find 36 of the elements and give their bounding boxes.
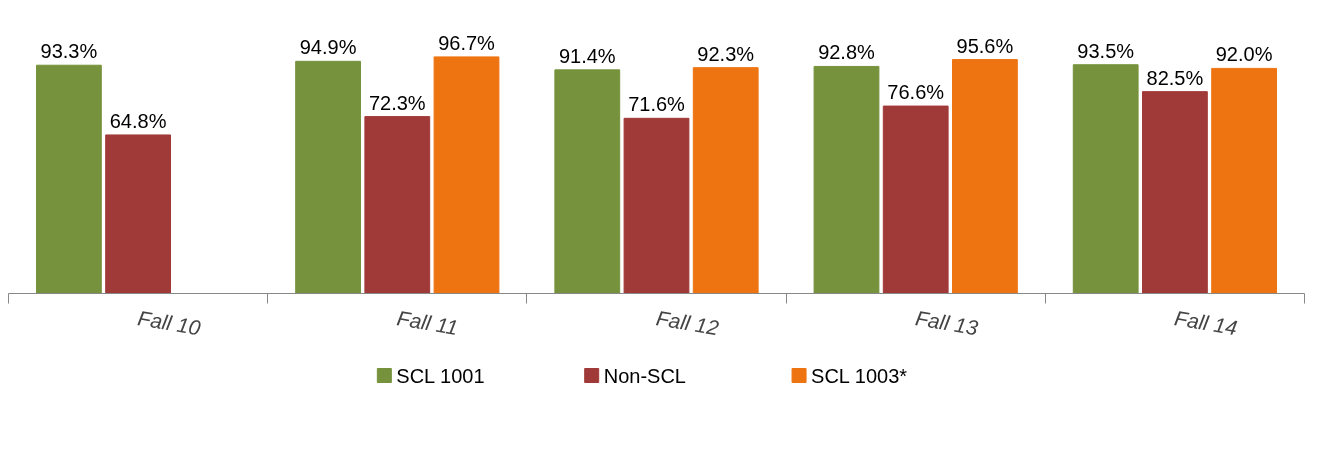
data-label: 94.9% <box>299 36 357 59</box>
data-label: 95.6% <box>956 34 1014 57</box>
bar <box>433 56 500 294</box>
bar <box>692 67 759 294</box>
legend-label: SCL 1001 <box>396 364 485 387</box>
bar <box>952 59 1018 294</box>
x-tick-label: Fall 10 <box>136 306 203 340</box>
data-label: 93.5% <box>1077 39 1135 62</box>
data-label: 92.8% <box>818 41 876 64</box>
data-label: 64.8% <box>109 109 167 132</box>
data-label: 91.4% <box>558 44 616 67</box>
bar <box>623 117 690 294</box>
data-label: 82.5% <box>1146 66 1204 89</box>
x-tick-label: Fall 13 <box>913 306 981 340</box>
bar <box>882 105 949 294</box>
data-label: 93.3% <box>40 40 98 63</box>
data-label: 92.3% <box>697 42 755 65</box>
bar <box>364 116 431 294</box>
data-label: 96.7% <box>438 31 496 54</box>
bar <box>35 64 102 294</box>
legend-label: SCL 1003* <box>811 364 908 387</box>
bar <box>813 65 880 294</box>
bar <box>1142 91 1208 294</box>
data-label: 72.3% <box>368 91 426 114</box>
bar <box>105 134 171 294</box>
bar <box>295 60 361 294</box>
bar <box>1211 67 1278 294</box>
legend-label: Non-SCL <box>603 364 686 387</box>
data-label: 71.6% <box>628 93 686 116</box>
x-tick-label: Fall 11 <box>395 306 460 340</box>
data-label: 76.6% <box>887 81 945 104</box>
bar <box>554 69 621 294</box>
data-label: 92.0% <box>1215 43 1273 66</box>
x-tick-label: Fall 14 <box>1172 306 1239 340</box>
x-tick-label: Fall 12 <box>654 306 721 340</box>
bar <box>1072 64 1139 294</box>
